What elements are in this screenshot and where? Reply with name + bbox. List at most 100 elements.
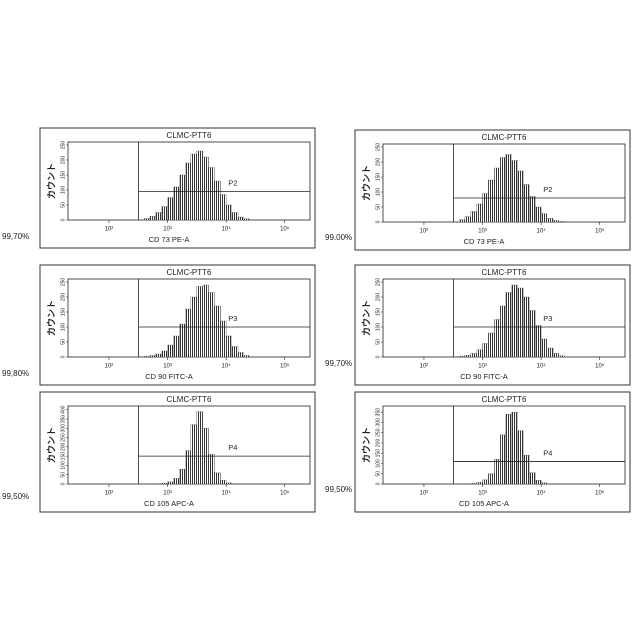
y-tick-label: 250 xyxy=(60,141,66,150)
histogram-bar xyxy=(459,356,465,357)
histogram-bar xyxy=(197,151,203,220)
percent-annotation: 99.00% xyxy=(325,233,352,242)
x-tick-label: 10³ xyxy=(478,229,487,235)
histogram-bar xyxy=(168,345,174,357)
y-tick-label: 200 xyxy=(375,293,381,302)
y-tick-label: 50 xyxy=(375,339,381,345)
histogram-bar xyxy=(488,474,494,484)
histogram-bar xyxy=(150,356,156,358)
histogram-bar xyxy=(535,207,541,222)
histogram-bar xyxy=(535,326,541,358)
x-tick-label: 10² xyxy=(420,491,429,497)
x-tick-label: 10⁴ xyxy=(222,226,232,233)
y-tick-label: 250 xyxy=(375,278,381,287)
x-tick-label: 10⁵ xyxy=(595,363,605,370)
histogram-bar xyxy=(459,220,465,222)
histogram-bar xyxy=(506,414,512,484)
gate-label: P3 xyxy=(543,314,552,323)
histogram-bar xyxy=(220,321,226,357)
histogram-bar xyxy=(547,348,553,357)
histogram-bar xyxy=(541,483,547,484)
histogram-bar xyxy=(232,347,238,358)
histogram-bar xyxy=(191,425,197,484)
y-tick-label: 200 xyxy=(60,293,66,302)
y-tick-label: 100 xyxy=(375,188,381,197)
histogram-bar xyxy=(541,214,547,222)
y-tick-label: 100 xyxy=(375,459,381,468)
histogram-bar xyxy=(144,356,150,357)
y-tick-label: 200 xyxy=(60,442,66,451)
histogram-bar xyxy=(506,293,512,358)
histogram-bar xyxy=(185,309,191,357)
histogram-bar xyxy=(232,213,238,221)
x-tick-label: 10³ xyxy=(478,491,487,497)
histogram-bar xyxy=(518,171,524,222)
y-tick-label: 250 xyxy=(60,433,66,442)
histogram-bar xyxy=(553,353,559,357)
histogram-bar xyxy=(547,218,553,222)
gate-label: P2 xyxy=(543,185,552,194)
y-axis-label: カウント xyxy=(46,300,56,336)
histogram-bar xyxy=(559,356,565,357)
x-tick-label: 10⁴ xyxy=(537,490,547,497)
histogram-bar xyxy=(203,157,209,220)
histogram-bar xyxy=(465,217,471,222)
y-tick-label: 100 xyxy=(60,186,66,195)
histogram-bar xyxy=(226,336,232,357)
x-tick-label: 10⁴ xyxy=(537,228,547,235)
x-axis-label: CD 105 APC-A xyxy=(144,499,194,508)
histogram-bar xyxy=(483,480,489,484)
y-tick-label: 50 xyxy=(375,471,381,477)
histogram-bar xyxy=(150,216,156,220)
y-tick-label: 300 xyxy=(375,418,381,427)
x-axis-label: CD 90 FITC-A xyxy=(145,372,193,381)
histogram-bar xyxy=(168,482,174,484)
histogram-bar xyxy=(168,198,174,221)
histogram-bar xyxy=(483,344,489,358)
panel-title: CLMC-PTT6 xyxy=(167,268,212,277)
panel-title: CLMC-PTT6 xyxy=(482,133,527,142)
x-tick-label: 10³ xyxy=(163,227,172,233)
y-axis-label: カウント xyxy=(361,165,371,201)
histogram-bar xyxy=(529,473,535,484)
panel-frame xyxy=(355,392,630,512)
y-tick-label: 200 xyxy=(60,156,66,165)
x-tick-label: 10² xyxy=(420,229,429,235)
histogram-bar xyxy=(214,181,220,220)
histogram-bar xyxy=(512,161,518,223)
histogram-bar xyxy=(512,285,518,357)
histogram-bar xyxy=(173,478,179,484)
y-tick-label: 150 xyxy=(375,308,381,317)
histogram-bar xyxy=(185,451,191,484)
histogram-bar xyxy=(180,175,186,220)
y-tick-label: 100 xyxy=(60,461,66,470)
histogram-bar xyxy=(197,287,203,358)
histogram-bar xyxy=(500,306,506,357)
y-tick-label: 0 xyxy=(60,482,66,485)
percent-annotation: 99,70% xyxy=(325,359,352,368)
x-tick-label: 10² xyxy=(105,227,114,233)
histogram-panel: CLMC-PTT610²10³10⁴10⁵050100150200250CD 7… xyxy=(325,130,630,250)
y-tick-label: 50 xyxy=(375,204,381,210)
y-tick-label: 200 xyxy=(375,158,381,167)
x-tick-label: 10³ xyxy=(163,491,172,497)
histogram-bar xyxy=(471,353,477,357)
histogram-bar xyxy=(162,483,168,484)
y-tick-label: 300 xyxy=(60,424,66,433)
histogram-panel: CLMC-PTT610²10³10⁴10⁵0501001502002503003… xyxy=(2,392,315,512)
histogram-bar xyxy=(144,219,150,221)
panel-title: CLMC-PTT6 xyxy=(482,268,527,277)
y-tick-label: 50 xyxy=(60,339,66,345)
x-tick-label: 10⁵ xyxy=(280,226,290,233)
histogram-bar xyxy=(559,221,565,222)
y-tick-label: 200 xyxy=(375,439,381,448)
histogram-bar xyxy=(162,207,168,221)
y-tick-label: 150 xyxy=(60,171,66,180)
histogram-bar xyxy=(523,455,529,484)
panel-title: CLMC-PTT6 xyxy=(482,395,527,404)
histogram-bar xyxy=(156,213,162,221)
y-tick-label: 150 xyxy=(60,452,66,461)
histogram-bar xyxy=(535,480,541,484)
histogram-bar xyxy=(471,483,477,484)
x-tick-label: 10⁵ xyxy=(280,490,290,497)
